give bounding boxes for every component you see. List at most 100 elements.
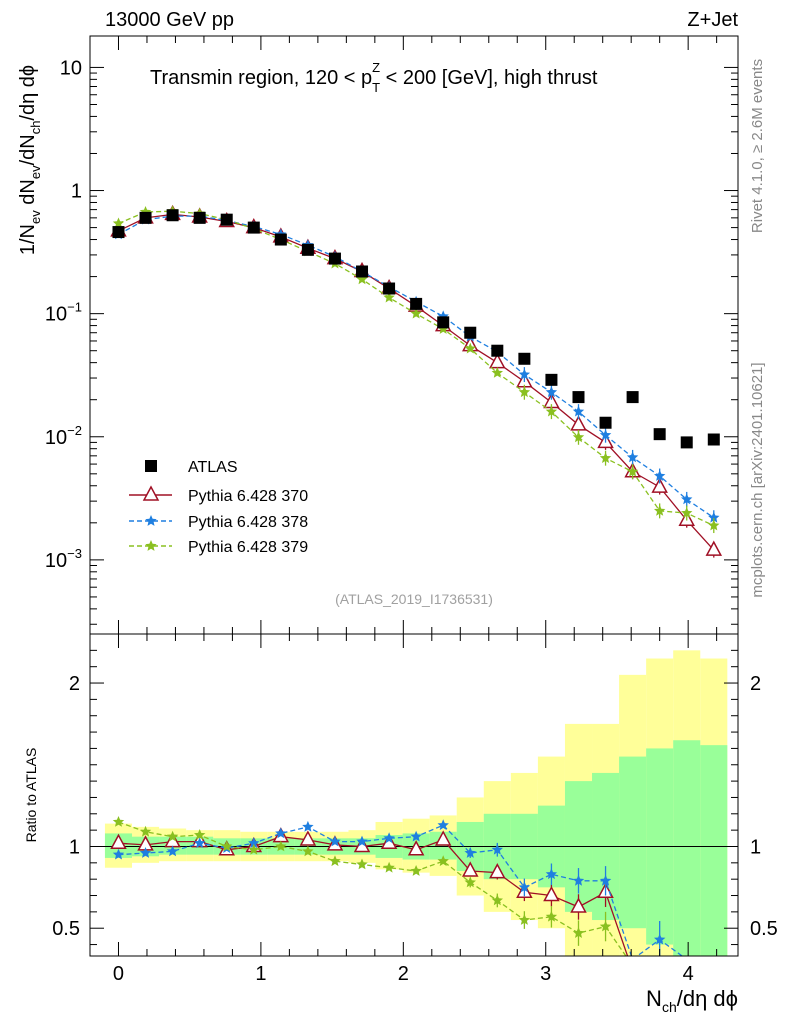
data-marker-star <box>112 816 125 827</box>
data-marker-star <box>626 451 639 463</box>
top-plot-area <box>110 204 723 558</box>
x-tick-label: 0 <box>113 963 124 985</box>
data-marker-square <box>707 433 720 446</box>
top-y-ticks: 10 1 10−1 10−2 10−3 <box>45 57 738 625</box>
data-marker-star <box>166 830 179 842</box>
data-marker-triangle <box>570 897 587 913</box>
data-marker-star <box>518 914 531 925</box>
data-marker-star <box>329 835 341 847</box>
ylabel-sub: ev <box>28 165 43 179</box>
top-panel: 10 1 10−1 10−2 10−3 Transmin region, 120 < p… <box>17 35 739 635</box>
data-marker-star <box>545 386 558 398</box>
data-marker-star <box>572 405 585 417</box>
data-marker-star <box>518 881 531 893</box>
data-marker-star <box>599 452 612 463</box>
data-marker-star <box>437 855 449 867</box>
y-tick-label: 1 <box>71 181 82 203</box>
ylabel-part: dN <box>17 179 39 210</box>
ratio-tick-label-right: 0.5 <box>750 918 778 940</box>
x-tick-label: 2 <box>398 963 409 985</box>
header-collision: 13000 GeV pp <box>105 9 234 31</box>
legend-marker-triangle <box>142 485 160 501</box>
green-band-bin <box>700 745 728 956</box>
x-axis-label: Nch/dη dϕ <box>646 986 738 1015</box>
analysis-tag: (ATLAS_2019_I1736531) <box>335 591 493 607</box>
data-marker-star <box>491 894 503 906</box>
ratio-tick-label-left: 1 <box>69 836 80 858</box>
data-marker-triangle <box>110 833 127 849</box>
ratio-x-ticks: 0 1 2 3 4 <box>89 634 718 985</box>
y-tick-label: 10 <box>60 57 82 79</box>
ratio-series-group <box>110 816 684 956</box>
ylabel-part: /dη dϕ <box>17 65 39 121</box>
xlabel-sub: ch <box>662 999 677 1015</box>
top-x-ticks <box>89 36 718 634</box>
legend-star-shape <box>145 515 157 526</box>
mc-line-1 <box>118 215 715 519</box>
data-marker-star <box>464 876 476 888</box>
data-marker-star <box>491 366 503 378</box>
data-marker-star <box>221 840 233 852</box>
data-marker-square <box>518 352 531 365</box>
data-marker-square <box>653 428 666 441</box>
ratio-ylabel: Ratio to ATLAS <box>23 748 39 843</box>
ratio-tick-label-right: 2 <box>750 673 761 695</box>
data-marker-star <box>545 405 558 417</box>
data-marker-square <box>626 391 639 404</box>
data-marker-square <box>383 282 396 295</box>
data-marker-star <box>248 843 260 855</box>
data-marker-star <box>410 830 422 842</box>
xlabel-main: N <box>646 986 662 1011</box>
green-band-bin <box>619 756 647 929</box>
header-process: Z+Jet <box>687 9 738 31</box>
green-band-bin <box>673 740 701 956</box>
ylabel-part: 1/N <box>17 224 39 255</box>
data-marker-square <box>112 226 125 239</box>
data-marker-triangle <box>651 477 668 493</box>
data-marker-square <box>437 316 450 329</box>
data-marker-triangle <box>489 863 506 879</box>
data-marker-triangle <box>380 833 398 849</box>
data-marker-star <box>356 273 368 285</box>
data-marker-star <box>139 825 152 837</box>
mcplots-label: mcplots.cern.ch [arXiv:2401.10621] <box>749 362 766 597</box>
data-marker-star <box>383 861 395 873</box>
data-marker-square <box>680 436 693 449</box>
data-marker-star <box>626 465 639 477</box>
data-marker-square <box>599 416 612 429</box>
data-marker-square <box>220 213 233 226</box>
data-marker-square <box>301 243 314 256</box>
data-marker-triangle <box>543 885 560 902</box>
x-tick-label: 1 <box>255 963 266 985</box>
data-marker-star <box>356 858 368 870</box>
data-marker-square <box>328 252 341 265</box>
y-tick-label: 10−1 <box>45 300 82 326</box>
legend-label: Pythia 6.428 378 <box>188 514 308 531</box>
ylabel-sub: ch <box>28 121 43 135</box>
data-marker-star <box>654 933 666 945</box>
data-marker-star <box>545 910 558 922</box>
ylabel-part: /dN <box>17 134 39 165</box>
y-tick-label: 10−3 <box>45 546 82 572</box>
data-marker-triangle <box>407 840 425 856</box>
ylabel-sub: ev <box>28 210 43 224</box>
data-marker-star <box>654 470 666 481</box>
x-tick-label: 4 <box>683 963 694 985</box>
data-marker-triangle <box>353 836 371 853</box>
ratio-tick-label-left: 2 <box>69 673 80 695</box>
ratio-plot-area <box>90 650 738 956</box>
data-marker-star <box>708 519 720 531</box>
data-marker-square <box>356 265 369 278</box>
plot-title-prefix: Transmin region, 120 < p <box>150 67 372 89</box>
data-marker-star <box>275 840 287 852</box>
legend-star-shape <box>145 540 157 551</box>
data-marker-star <box>572 431 585 443</box>
legend-label: Pythia 6.428 379 <box>188 539 308 556</box>
x-tick-label: 3 <box>540 963 551 985</box>
data-marker-star <box>518 368 531 380</box>
data-marker-star <box>302 820 314 832</box>
ratio-y-ticks: 0.5 0.5 1 1 2 2 <box>52 649 778 946</box>
ratio-frame <box>89 633 739 957</box>
data-marker-star <box>464 847 476 858</box>
data-marker-star <box>194 829 206 840</box>
